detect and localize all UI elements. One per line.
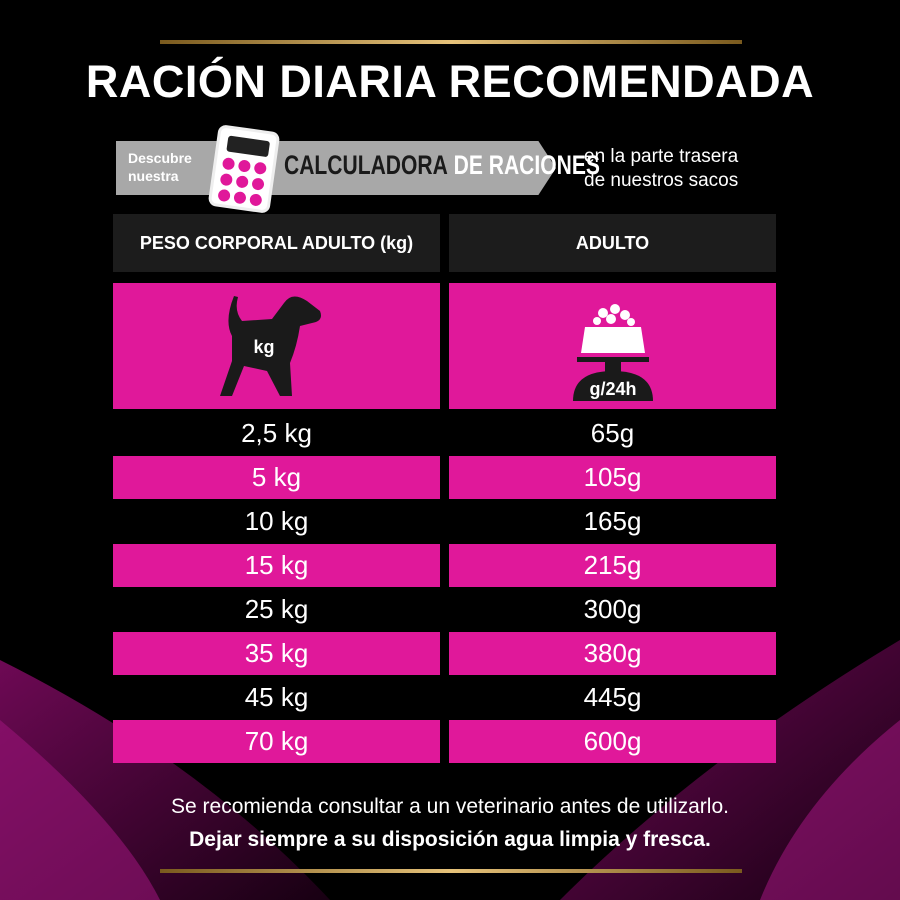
banner-intro: Descubre nuestra xyxy=(128,150,192,184)
svg-text:kg: kg xyxy=(253,337,274,357)
ration-cell: 300g xyxy=(583,594,642,624)
gold-divider-top xyxy=(160,40,742,44)
ration-cell: 215g xyxy=(449,544,776,587)
header-adult: ADULTO xyxy=(449,214,776,272)
portion-icon-cell: g/24h xyxy=(449,283,776,409)
page-title: RACIÓN DIARIA RECOMENDADA xyxy=(85,56,815,107)
vet-advice: Se recomienda consultar a un veterinario… xyxy=(171,795,729,818)
header-weight: PESO CORPORAL ADULTO (kg) xyxy=(113,214,440,272)
gold-divider-bottom xyxy=(160,869,742,873)
ration-cell: 600g xyxy=(449,720,776,763)
weight-cell: 15 kg xyxy=(113,544,440,587)
water-advice: Dejar siempre a su disposición agua limp… xyxy=(189,828,711,851)
weight-cell: 45 kg xyxy=(244,682,309,712)
ration-cell: 65g xyxy=(590,418,635,448)
calculator-icon xyxy=(207,124,281,214)
food-scale-icon: g/24h xyxy=(572,304,653,401)
banner-title: CALCULADORA DE RACIONES xyxy=(284,150,600,180)
weight-cell: 35 kg xyxy=(113,632,440,675)
banner-note: en la parte trasera de nuestros sacos xyxy=(584,146,739,191)
ration-cell: 105g xyxy=(449,456,776,499)
ration-cell: 445g xyxy=(583,682,642,712)
calculator-banner xyxy=(116,141,556,195)
svg-text:g/24h: g/24h xyxy=(589,379,636,399)
weight-cell: 10 kg xyxy=(244,506,309,536)
weight-icon-cell: kg xyxy=(113,283,440,409)
weight-cell: 70 kg xyxy=(113,720,440,763)
dog-icon: kg xyxy=(219,296,321,396)
weight-cell: 2,5 kg xyxy=(241,418,312,448)
ration-cell: 165g xyxy=(583,506,642,536)
ration-cell: 380g xyxy=(449,632,776,675)
weight-cell: 5 kg xyxy=(113,456,440,499)
weight-cell: 25 kg xyxy=(244,594,309,624)
